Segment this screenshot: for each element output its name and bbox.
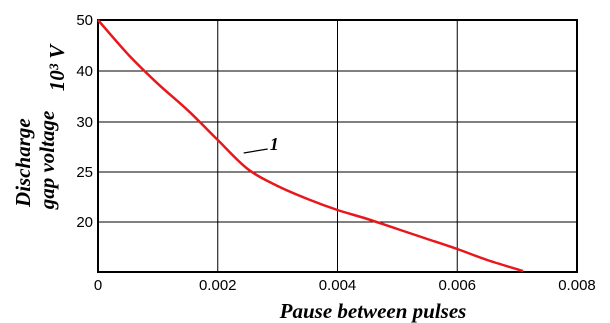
grid — [97, 19, 578, 272]
x-axis-title: Pause between pulses — [279, 299, 467, 323]
y-tick-label: 50 — [76, 12, 93, 29]
y-tick-label: 30 — [76, 114, 93, 131]
plot-frame — [97, 19, 578, 273]
x-tick-label: 0.006 — [438, 277, 476, 294]
y-tick-label: 25 — [76, 164, 93, 181]
y-axis-title-line2: gap voltage — [35, 111, 59, 211]
series-layer — [97, 19, 524, 273]
y-axis-title: Discharge gap voltage — [11, 111, 59, 211]
x-tick-label: 0.004 — [319, 277, 357, 294]
y-axis-title-line1: Discharge — [11, 118, 35, 208]
series-line — [97, 19, 524, 273]
series-annotation-label: 1 — [270, 134, 279, 154]
y-tick-label: 20 — [76, 214, 93, 231]
y-tick-labels: 20 25 30 40 50 — [76, 12, 93, 231]
x-tick-label: 0.002 — [199, 277, 237, 294]
x-tick-label: 0 — [94, 277, 102, 294]
y-axis-unit: 10³ V — [45, 43, 69, 92]
annotation-layer: 1 — [243, 134, 279, 154]
x-tick-labels: 0 0.002 0.004 0.006 0.008 — [94, 277, 596, 294]
annotation-leader-line — [243, 148, 268, 154]
x-tick-label: 0.008 — [558, 277, 596, 294]
y-tick-label: 40 — [76, 63, 93, 80]
